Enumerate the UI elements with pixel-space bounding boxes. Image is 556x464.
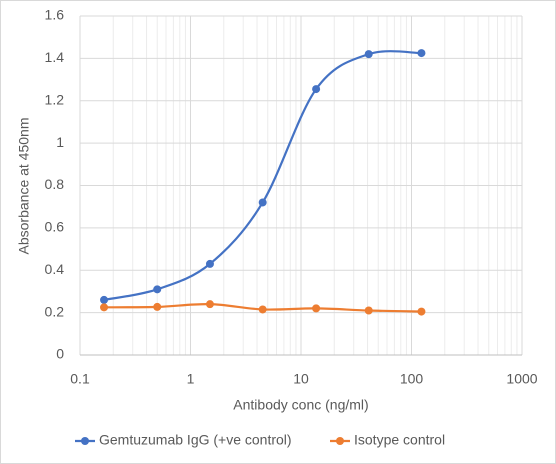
y-axis-label: Absorbance at 450nm xyxy=(16,118,32,255)
legend-label: Isotype control xyxy=(354,432,445,448)
data-point xyxy=(258,305,267,314)
x-tick-label: 10 xyxy=(293,371,309,387)
legend-label: Gemtuzumab IgG (+ve control) xyxy=(99,432,292,448)
y-tick-label: 1.4 xyxy=(45,49,65,65)
data-point xyxy=(205,300,214,309)
data-point xyxy=(364,306,373,315)
data-point xyxy=(364,50,373,59)
data-point xyxy=(153,302,162,311)
data-point xyxy=(312,85,321,94)
legend-marker xyxy=(81,437,89,445)
data-point xyxy=(205,259,214,268)
data-point xyxy=(417,49,426,58)
data-point xyxy=(258,198,267,207)
x-tick-label: 0.1 xyxy=(70,371,90,387)
data-point xyxy=(100,295,109,304)
x-tick-label: 1 xyxy=(187,371,195,387)
data-point xyxy=(100,303,109,312)
y-tick-label: 0.4 xyxy=(45,261,65,277)
y-tick-label: 0.6 xyxy=(45,219,65,235)
x-tick-label: 1000 xyxy=(506,371,537,387)
data-point xyxy=(153,285,162,294)
y-tick-label: 0.2 xyxy=(45,303,65,319)
data-point xyxy=(312,304,321,313)
x-tick-label: 100 xyxy=(400,371,424,387)
x-axis-label: Antibody conc (ng/ml) xyxy=(233,397,368,413)
y-tick-label: 1.2 xyxy=(45,91,65,107)
data-point xyxy=(417,307,426,316)
y-tick-label: 1 xyxy=(56,134,64,150)
y-tick-label: 0 xyxy=(56,346,64,362)
y-tick-label: 0.8 xyxy=(45,176,65,192)
legend-marker xyxy=(336,437,344,445)
y-tick-label: 1.6 xyxy=(45,7,65,23)
